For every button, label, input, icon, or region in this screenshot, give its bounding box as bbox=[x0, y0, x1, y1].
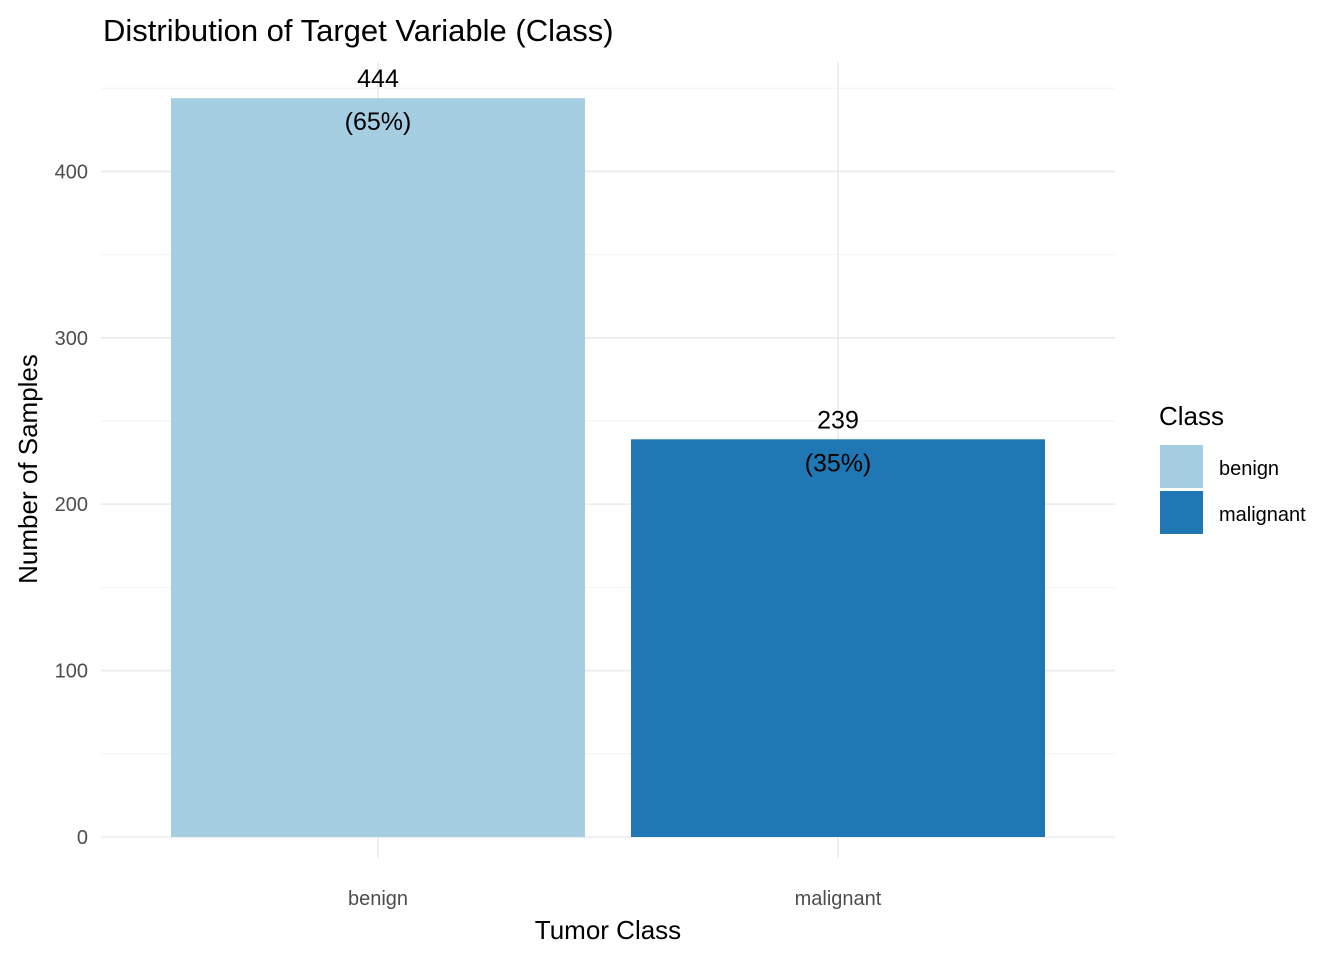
y-tick-label: 0 bbox=[77, 827, 88, 849]
legend-swatch-benign bbox=[1160, 445, 1203, 488]
legend-label-benign: benign bbox=[1219, 458, 1279, 480]
y-tick-label: 400 bbox=[55, 161, 88, 183]
bar-percent-label: (65%) bbox=[345, 108, 412, 136]
y-axis-ticks: 0 100 200 300 400 bbox=[55, 161, 88, 849]
x-tick-label: malignant bbox=[795, 888, 882, 910]
bar-percent-label: (35%) bbox=[805, 449, 872, 477]
legend: Class benign malignant bbox=[1159, 401, 1306, 534]
y-tick-label: 300 bbox=[55, 328, 88, 350]
legend-label-malignant: malignant bbox=[1219, 504, 1306, 526]
bar-labels: 444 (65%) 239 (35%) bbox=[345, 65, 872, 477]
bar-value-label: 239 bbox=[817, 406, 859, 434]
legend-title: Class bbox=[1159, 401, 1224, 431]
chart-title: Distribution of Target Variable (Class) bbox=[103, 13, 614, 48]
x-axis-title: Tumor Class bbox=[535, 915, 681, 945]
bar-benign bbox=[171, 98, 585, 837]
bar-value-label: 444 bbox=[357, 65, 399, 93]
bars bbox=[171, 98, 1045, 837]
x-axis-ticks: benign malignant bbox=[348, 888, 882, 910]
y-tick-label: 100 bbox=[55, 661, 88, 683]
legend-swatch-malignant bbox=[1160, 491, 1203, 534]
y-axis-title: Number of Samples bbox=[13, 354, 43, 584]
y-tick-label: 200 bbox=[55, 494, 88, 516]
x-tick-label: benign bbox=[348, 888, 408, 910]
bar-malignant bbox=[631, 439, 1045, 837]
